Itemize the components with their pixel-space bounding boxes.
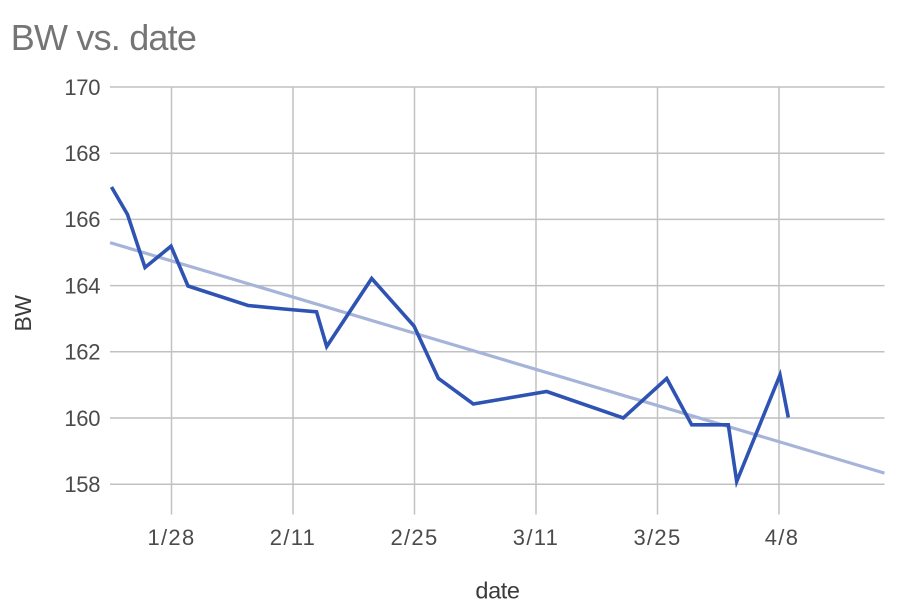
svg-text:166: 166: [64, 207, 100, 232]
svg-text:3/11: 3/11: [513, 525, 559, 550]
svg-text:168: 168: [64, 141, 100, 166]
svg-text:162: 162: [64, 340, 100, 365]
svg-text:BW vs. date: BW vs. date: [11, 17, 196, 58]
svg-text:158: 158: [64, 472, 100, 497]
svg-text:2/25: 2/25: [390, 525, 438, 550]
svg-text:164: 164: [64, 273, 100, 298]
svg-text:BW: BW: [10, 295, 36, 332]
svg-text:1/28: 1/28: [147, 525, 195, 550]
svg-text:2/11: 2/11: [270, 525, 316, 550]
svg-text:170: 170: [64, 75, 100, 100]
svg-text:3/25: 3/25: [633, 525, 681, 550]
svg-text:160: 160: [64, 406, 100, 431]
svg-text:date: date: [475, 578, 519, 600]
svg-text:4/8: 4/8: [765, 525, 799, 550]
